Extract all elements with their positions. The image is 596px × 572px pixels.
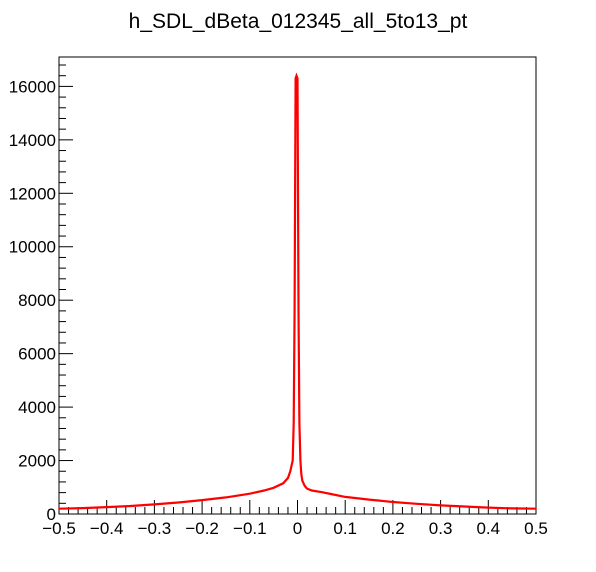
chart-title: h_SDL_dBeta_012345_all_5to13_pt: [129, 10, 468, 33]
series-line: [58, 72, 537, 510]
x-tick-label: 0: [293, 519, 302, 538]
data-point: [535, 507, 537, 510]
data-point: [82, 507, 84, 509]
data-point: [58, 507, 60, 510]
data-point: [291, 459, 294, 462]
x-tick-label: −0.5: [42, 519, 76, 538]
data-point: [303, 485, 306, 487]
data-point: [344, 496, 347, 498]
data-point: [297, 307, 300, 310]
data-point: [201, 499, 203, 501]
data-point: [272, 487, 275, 489]
x-tick-label: 0.3: [429, 519, 453, 538]
data-point: [249, 492, 251, 495]
data-point: [282, 482, 284, 485]
x-tick-label: −0.4: [90, 519, 124, 538]
x-tick-label: −0.1: [233, 519, 267, 538]
x-tick-label: 0.4: [476, 519, 500, 538]
data-point: [225, 496, 227, 499]
y-tick-label: 2000: [18, 452, 56, 471]
data-series: [58, 72, 537, 510]
data-point: [294, 77, 297, 80]
data-point: [300, 473, 303, 475]
data-point: [415, 503, 418, 505]
data-point: [439, 504, 442, 507]
data-point: [299, 459, 302, 462]
data-point: [306, 487, 308, 490]
data-point: [330, 493, 332, 495]
x-tick-label: −0.3: [138, 519, 172, 538]
data-point: [177, 501, 180, 504]
y-tick-label: 6000: [18, 345, 56, 364]
data-point: [298, 422, 301, 424]
y-tick-label: 8000: [18, 291, 56, 310]
data-point: [153, 503, 156, 506]
y-tick-label: 14000: [9, 131, 56, 150]
data-point: [311, 489, 313, 492]
data-point: [129, 505, 132, 507]
data-point: [293, 307, 296, 310]
data-point: [392, 501, 394, 503]
x-tick-label: −0.2: [185, 519, 219, 538]
data-point: [487, 506, 490, 509]
data-point: [295, 74, 298, 77]
data-point: [301, 479, 304, 482]
y-tick-label: 4000: [18, 398, 56, 417]
data-point: [292, 422, 295, 424]
data-point: [263, 489, 265, 492]
x-tick-label: 0.5: [524, 519, 548, 538]
data-point: [105, 506, 108, 508]
data-point: [296, 77, 299, 80]
x-tick-label: 0.2: [381, 519, 405, 538]
data-point: [287, 477, 289, 479]
data-point: [289, 470, 292, 473]
y-tick-label: 12000: [9, 184, 56, 203]
y-tick-label: 0: [47, 505, 56, 524]
data-point: [368, 498, 370, 501]
data-point: [511, 507, 513, 510]
y-tick-label: 10000: [9, 238, 56, 257]
axis-ticks: [58, 64, 537, 515]
tick-labels: −0.5 −0.4 −0.3 −0.2 −0.1 0 0.1 0.2 0.3 0.4 0.5 0 200…: [9, 77, 548, 538]
x-tick-label: 0.1: [333, 519, 357, 538]
data-point: [463, 505, 466, 508]
data-point: [320, 491, 323, 493]
y-tick-label: 16000: [9, 77, 56, 96]
